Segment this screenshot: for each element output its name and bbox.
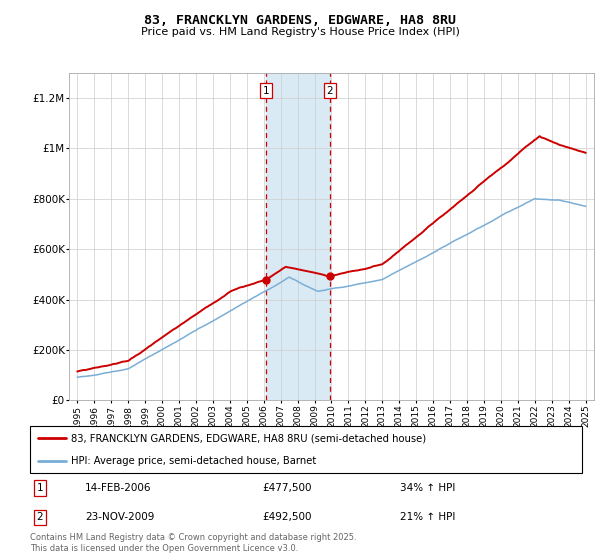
Text: Price paid vs. HM Land Registry's House Price Index (HPI): Price paid vs. HM Land Registry's House … [140, 27, 460, 37]
FancyBboxPatch shape [30, 426, 582, 473]
Text: Contains HM Land Registry data © Crown copyright and database right 2025.
This d: Contains HM Land Registry data © Crown c… [30, 533, 356, 553]
Text: 14-FEB-2006: 14-FEB-2006 [85, 483, 152, 493]
Text: 1: 1 [262, 86, 269, 96]
Text: 83, FRANCKLYN GARDENS, EDGWARE, HA8 8RU: 83, FRANCKLYN GARDENS, EDGWARE, HA8 8RU [144, 14, 456, 27]
Text: 83, FRANCKLYN GARDENS, EDGWARE, HA8 8RU (semi-detached house): 83, FRANCKLYN GARDENS, EDGWARE, HA8 8RU … [71, 433, 427, 444]
Text: 21% ↑ HPI: 21% ↑ HPI [400, 512, 455, 522]
Text: 2: 2 [37, 512, 43, 522]
Text: 1: 1 [37, 483, 43, 493]
Text: £492,500: £492,500 [262, 512, 311, 522]
Text: 34% ↑ HPI: 34% ↑ HPI [400, 483, 455, 493]
Bar [266, 73, 330, 400]
Text: 2: 2 [326, 86, 333, 96]
Text: HPI: Average price, semi-detached house, Barnet: HPI: Average price, semi-detached house,… [71, 456, 317, 466]
Text: £477,500: £477,500 [262, 483, 311, 493]
Text: 23-NOV-2009: 23-NOV-2009 [85, 512, 155, 522]
